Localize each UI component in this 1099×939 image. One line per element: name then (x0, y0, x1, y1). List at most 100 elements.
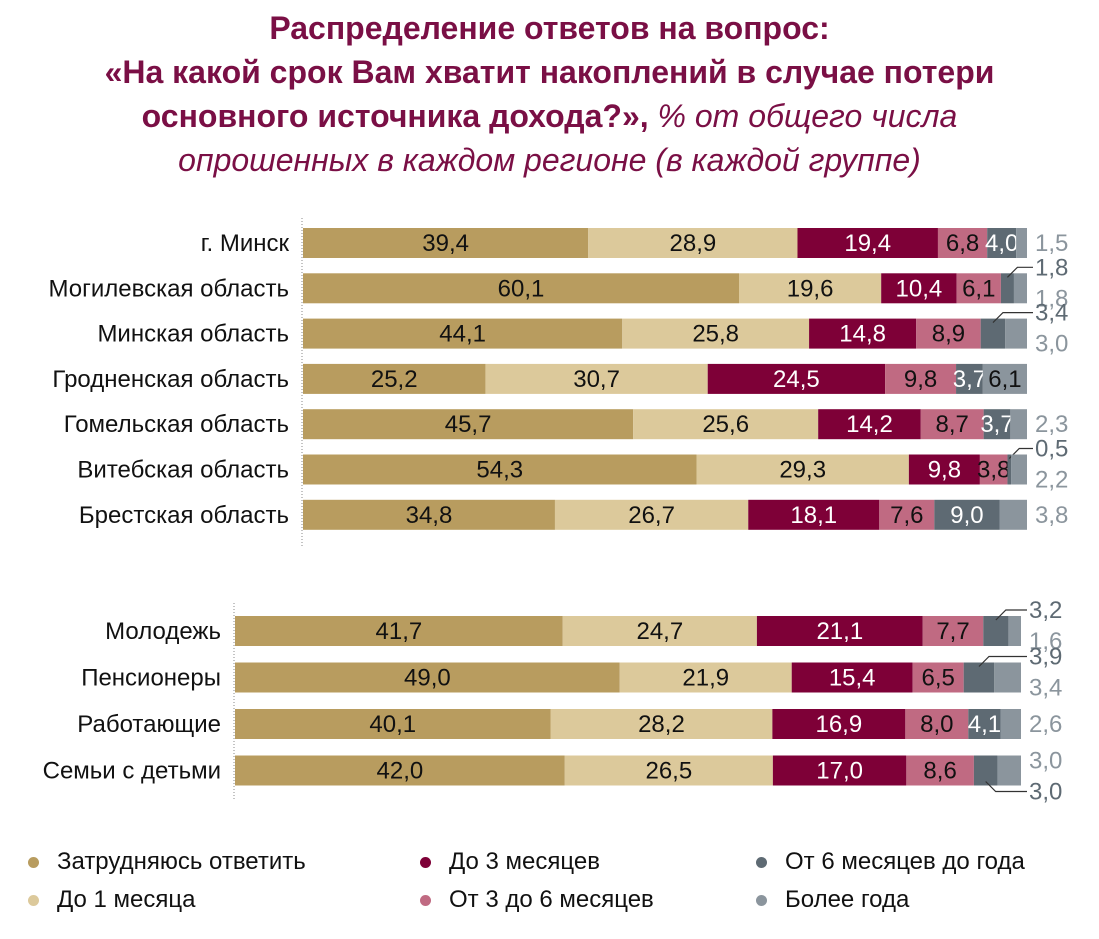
data-label: 25,8 (692, 321, 739, 348)
category-label: Витебская область (77, 457, 289, 484)
bar-segment (809, 318, 917, 349)
category-label: Семьи с детьми (43, 758, 221, 785)
data-label: 2,6 (1029, 711, 1062, 738)
data-label: 44,1 (439, 321, 486, 348)
bar-segment (1013, 273, 1027, 304)
bar-segment (1010, 409, 1027, 440)
legend-item-3-to-6-months: От 3 до 6 месяцев (420, 886, 654, 914)
bar-segment (588, 228, 798, 258)
data-label: 9,0 (950, 502, 983, 529)
legend-label: До 3 месяцев (449, 848, 600, 875)
bar-segment (235, 662, 620, 693)
category-label: Пенсионеры (81, 665, 221, 692)
title-line-3-italic: % от общего числа (648, 98, 958, 134)
bar-segment (997, 755, 1021, 786)
data-label: 6,5 (921, 665, 954, 692)
data-label: 8,9 (932, 321, 965, 348)
bar-segment (303, 318, 623, 349)
callout-line (995, 609, 1027, 621)
bar-segment (619, 662, 792, 693)
bar-segment (303, 228, 589, 258)
data-label: 28,2 (638, 711, 685, 738)
data-label: 25,6 (702, 411, 749, 438)
bar-segment (1016, 228, 1027, 258)
legend-label: Более года (785, 886, 910, 913)
legend-dot-icon (756, 894, 767, 906)
bar-segment (756, 616, 923, 646)
category-label: Минская область (97, 321, 289, 348)
data-label: 30,7 (573, 366, 620, 393)
bar-segment (303, 409, 634, 440)
category-label: Могилевская область (48, 275, 289, 302)
bar-segment (1000, 709, 1021, 739)
bar-segment (235, 755, 565, 786)
data-label: 41,7 (376, 618, 423, 645)
data-label: 4,1 (968, 711, 1001, 738)
data-label: 3,9 (1029, 644, 1062, 671)
callout-line (1006, 266, 1033, 278)
bar-segment (818, 409, 921, 440)
data-label: 24,7 (636, 618, 683, 645)
stacked-bar-chart: г. Минск 39,4 28,9 19,4 6,8 4,0 1,5 Могилевская… (43, 218, 1068, 806)
data-label: 54,3 (476, 457, 523, 484)
data-label: 3,8 (1035, 502, 1068, 529)
data-label: 18,1 (790, 502, 837, 529)
bar-segment (235, 616, 563, 646)
data-label: 2,2 (1035, 467, 1068, 494)
title-line-4: опрошенных в каждом регионе (в каждой гр… (178, 142, 921, 178)
data-label: 6,1 (962, 275, 995, 302)
data-label: 1,8 (1035, 285, 1068, 312)
bar-segment (748, 499, 880, 530)
title-line-2: «На какой срок Вам хватит накоплений в с… (104, 54, 995, 90)
bar-segment (983, 409, 1011, 440)
category-label: Гродненская область (52, 366, 289, 393)
bar-segment (303, 273, 739, 304)
category-label: Брестская область (79, 502, 289, 529)
bar-segment (881, 273, 957, 304)
bar-segment (554, 499, 749, 530)
data-label: 26,5 (645, 758, 692, 785)
data-label: 3,0 (1029, 779, 1062, 806)
bar-segment (696, 454, 909, 485)
legend-label: От 3 до 6 месяцев (449, 886, 654, 913)
bar-segment (303, 499, 555, 530)
title-line-3-bold: основного источника дохода?», (141, 98, 649, 134)
data-label: 3,4 (1035, 300, 1068, 327)
data-label: 14,2 (846, 411, 893, 438)
data-label: 3,0 (1029, 748, 1062, 775)
bar-segment (982, 363, 1027, 394)
bar-segment (912, 662, 964, 693)
bar-segment (934, 499, 1000, 530)
bar-segment (1000, 273, 1014, 304)
data-label: 19,4 (844, 230, 891, 257)
data-label: 3,0 (1035, 331, 1068, 358)
data-label: 26,7 (628, 502, 675, 529)
data-label: 60,1 (498, 275, 545, 302)
bar-segment (885, 363, 957, 394)
bar-segment (550, 709, 773, 739)
data-label: 24,5 (773, 366, 820, 393)
data-label: 8,7 (936, 411, 969, 438)
data-label: 29,3 (779, 457, 826, 484)
bar-segment (791, 662, 913, 693)
bar-segment (879, 499, 935, 530)
bar-segment (738, 273, 882, 304)
category-label: Молодежь (105, 618, 221, 645)
bar-segment (979, 454, 1008, 485)
legend: Затрудняюсь ответить До 1 месяца До 3 ме… (0, 848, 1099, 928)
bar-segment (973, 755, 998, 786)
data-label: 8,0 (920, 711, 953, 738)
data-label: 3,7 (953, 366, 986, 393)
bar-segment (772, 709, 906, 739)
title-line-3: основного источника дохода?», % от общег… (0, 94, 1099, 138)
bar-segment (303, 363, 486, 394)
bar-segment (1008, 616, 1021, 646)
callout-line (985, 781, 1027, 793)
bar-segment (622, 318, 810, 349)
bar-segment (906, 755, 974, 786)
data-label: 45,7 (445, 411, 492, 438)
category-label: г. Минск (201, 230, 290, 257)
data-label: 15,4 (829, 665, 876, 692)
legend-label: Затрудняюсь ответить (57, 848, 306, 875)
bar-segment (562, 616, 757, 646)
